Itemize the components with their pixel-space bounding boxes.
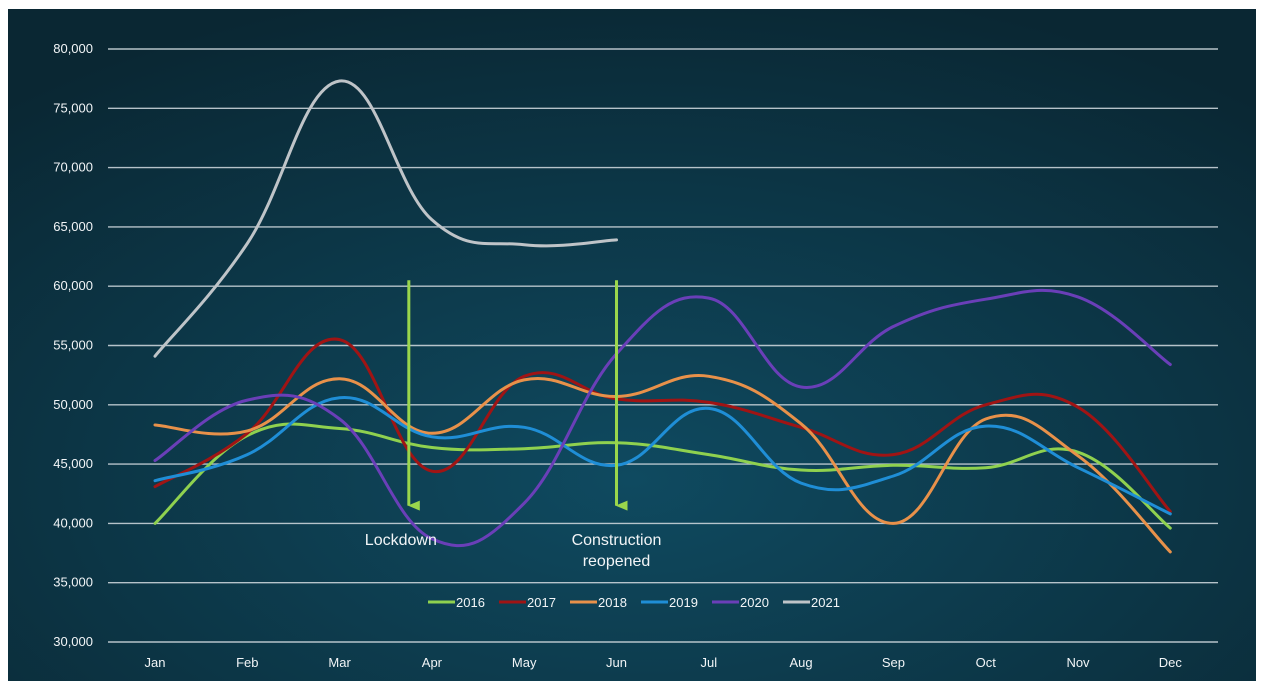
x-tick-label: Jul	[700, 655, 717, 670]
gridlines	[108, 48, 1218, 643]
legend-label: 2018	[598, 595, 627, 610]
x-tick-label: Dec	[1159, 655, 1183, 670]
x-tick-label: Feb	[236, 655, 258, 670]
series-line-2020	[153, 288, 1172, 548]
series-line-2018	[153, 374, 1172, 554]
x-tick-label: Nov	[1066, 655, 1090, 670]
y-tick-label: 70,000	[53, 160, 93, 175]
line-chart: 30,000 35,000 40,000 45,000 50,000 55,000 60,0…	[8, 9, 1256, 681]
series-line-2017	[153, 337, 1172, 513]
y-axis-tick-labels: 30,000 35,000 40,000 45,000 50,000 55,000 60,0…	[53, 41, 93, 649]
x-tick-label: Jan	[145, 655, 166, 670]
chart-container: 30,000 35,000 40,000 45,000 50,000 55,000 60,0…	[8, 9, 1256, 681]
x-tick-label: Oct	[976, 655, 997, 670]
annotation-label: Lockdown	[365, 532, 437, 549]
x-tick-label: Aug	[790, 655, 813, 670]
series-line-2019	[153, 396, 1172, 516]
x-axis-tick-labels: Jan Feb Mar Apr May Jun Jul Aug Sep Oct Nov Dec	[145, 655, 1183, 670]
series-lines	[153, 79, 1172, 554]
annotation-label: Construction reopened	[572, 532, 662, 570]
y-tick-label: 35,000	[53, 575, 93, 590]
y-tick-label: 45,000	[53, 456, 93, 471]
x-tick-label: Sep	[882, 655, 905, 670]
x-tick-label: Mar	[328, 655, 351, 670]
series-line-2021	[153, 79, 618, 358]
x-tick-label: Apr	[422, 655, 443, 670]
y-tick-label: 50,000	[53, 397, 93, 412]
y-tick-label: 30,000	[53, 634, 93, 649]
legend-label: 2016	[456, 595, 485, 610]
legend-label: 2021	[811, 595, 840, 610]
legend-label: 2017	[527, 595, 556, 610]
y-tick-label: 80,000	[53, 41, 93, 56]
x-tick-label: May	[512, 655, 537, 670]
y-tick-label: 40,000	[53, 515, 93, 530]
legend-label: 2019	[669, 595, 698, 610]
y-tick-label: 65,000	[53, 219, 93, 234]
y-tick-label: 60,000	[53, 278, 93, 293]
legend: 2016 2017 2018 2019 2020 2021	[428, 595, 840, 610]
y-tick-label: 75,000	[53, 100, 93, 115]
annotations: Lockdown Construction reopened	[365, 280, 662, 570]
series-line-2016	[153, 422, 1172, 530]
x-tick-label: Jun	[606, 655, 627, 670]
legend-label: 2020	[740, 595, 769, 610]
y-tick-label: 55,000	[53, 338, 93, 353]
